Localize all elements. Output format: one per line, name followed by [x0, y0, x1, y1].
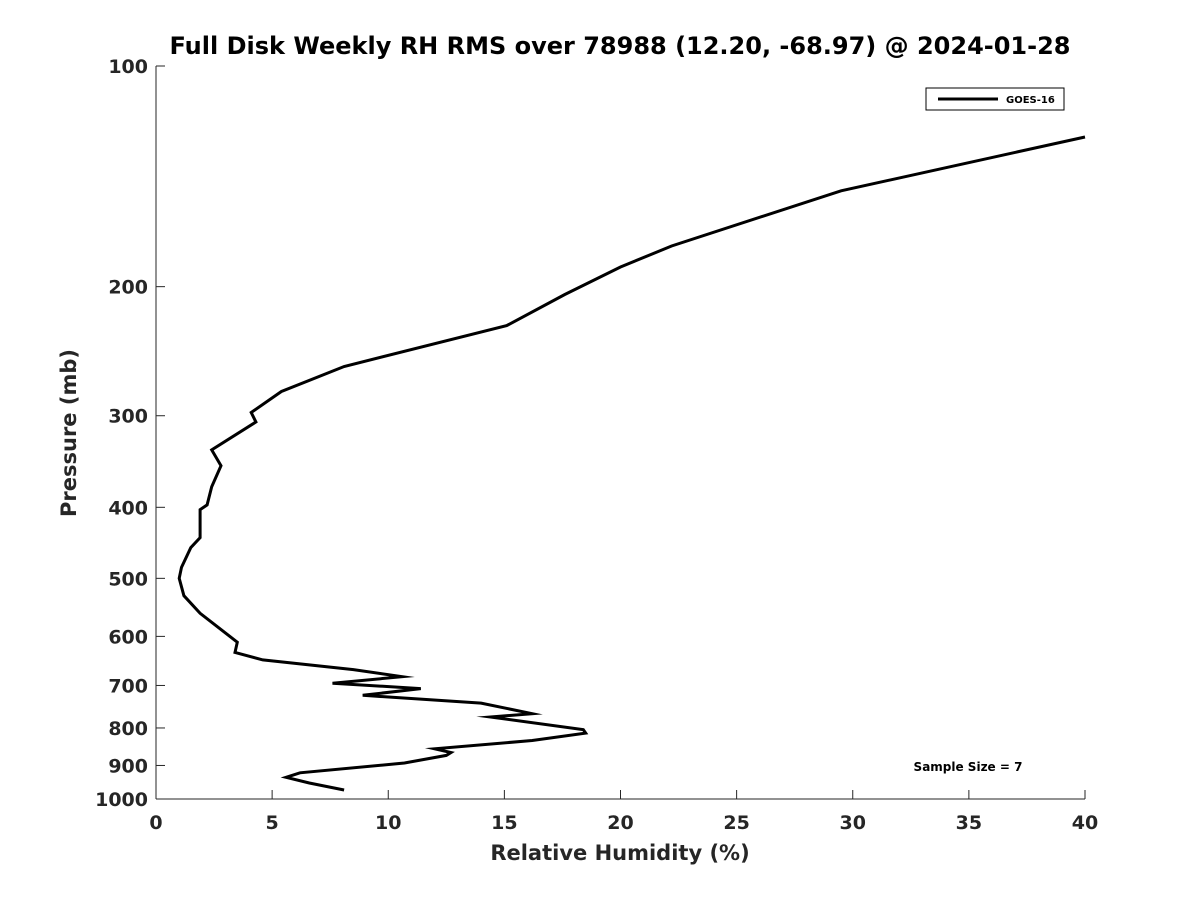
x-tick-label: 25 [723, 812, 749, 834]
y-tick-label: 800 [108, 718, 148, 740]
series-group [177, 135, 1086, 792]
y-tick-label: 100 [108, 56, 148, 78]
y-tick-label: 500 [108, 568, 148, 590]
x-tick-label: 30 [840, 812, 866, 834]
y-tick-label: 200 [108, 277, 148, 299]
y-tick-label: 400 [108, 497, 148, 519]
x-axis-ticks: 0 5 10 15 20 25 30 35 40 [149, 790, 1098, 834]
y-tick-label: 700 [108, 675, 148, 697]
x-tick-label: 35 [956, 812, 982, 834]
x-tick-label: 40 [1072, 812, 1098, 834]
x-tick-label: 5 [266, 812, 279, 834]
x-tick-label: 20 [607, 812, 633, 834]
y-tick-label: 1000 [95, 789, 148, 811]
x-axis-label: Relative Humidity (%) [490, 841, 749, 865]
series-line-goes-16 [177, 135, 1086, 792]
y-axis-ticks: 100 200 300 400 500 600 700 800 900 1000 [95, 56, 165, 811]
legend: GOES-16 [925, 87, 1065, 111]
x-tick-label: 15 [491, 812, 517, 834]
y-tick-label: 900 [108, 755, 148, 777]
chart-title: Full Disk Weekly RH RMS over 78988 (12.2… [169, 32, 1070, 60]
x-tick-label: 10 [375, 812, 401, 834]
y-tick-label: 600 [108, 626, 148, 648]
legend-label-goes-16: GOES-16 [1006, 95, 1055, 106]
y-axis-label: Pressure (mb) [57, 349, 81, 517]
sample-size-annotation: Sample Size = 7 [914, 760, 1023, 774]
x-tick-label: 0 [149, 812, 162, 834]
y-tick-label: 300 [108, 406, 148, 428]
